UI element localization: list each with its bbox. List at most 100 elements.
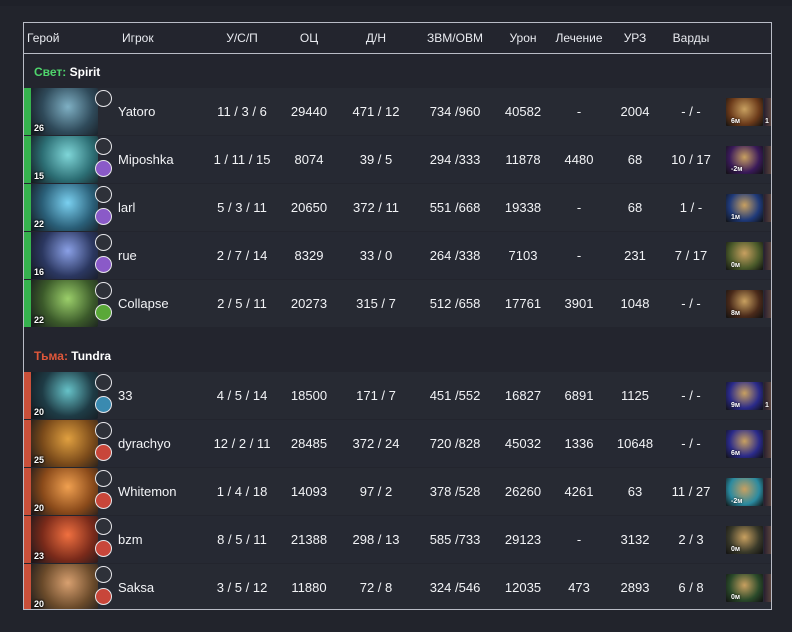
cell-gpm-xpm: 720 /828 xyxy=(429,436,481,451)
item-icon[interactable]: 6м xyxy=(726,98,763,126)
item-icon[interactable] xyxy=(764,430,771,458)
team-name[interactable]: Spirit xyxy=(69,65,101,79)
item-icon[interactable]: 9м xyxy=(726,382,763,410)
team-name[interactable]: Tundra xyxy=(71,349,112,363)
team-color-strip xyxy=(24,420,31,467)
player-name[interactable]: Whitemon xyxy=(118,484,177,499)
table-row[interactable]: 23 bzm 8 / 5 / 11 21388 298 / 13 585 /733 2912… xyxy=(24,516,771,563)
talent-icon[interactable] xyxy=(95,422,112,439)
table-row[interactable]: 16 rue 2 / 7 / 14 8329 33 / 0 264 /338 7103 - 23… xyxy=(24,232,771,279)
item-icon[interactable] xyxy=(764,478,771,506)
item-icon[interactable] xyxy=(764,194,771,222)
item-icon[interactable]: 8м xyxy=(726,290,763,318)
table-row[interactable]: 20 Whitemon 1 / 4 / 18 14093 97 / 2 378 /528 2… xyxy=(24,468,771,515)
item-icon[interactable]: 0м xyxy=(726,526,763,554)
facet-icon[interactable] xyxy=(95,492,112,509)
table-row[interactable]: 20 Saksa 3 / 5 / 12 11880 72 / 8 324 /546 1203… xyxy=(24,564,771,609)
col-score[interactable]: ОЦ xyxy=(299,31,319,45)
facet-icon[interactable] xyxy=(95,444,112,461)
hero-portrait[interactable]: 22 xyxy=(31,280,98,327)
facet-icon[interactable] xyxy=(95,588,112,605)
hero-portrait[interactable]: 23 xyxy=(31,516,98,563)
item-icon[interactable] xyxy=(764,526,771,554)
facet-icon[interactable] xyxy=(95,540,112,557)
item-icon[interactable]: 1 xyxy=(764,98,771,126)
facet-icon[interactable] xyxy=(95,396,112,413)
table-row[interactable]: 22 larl 5 / 3 / 11 20650 372 / 11 551 /668 193… xyxy=(24,184,771,231)
item-timer: 0м xyxy=(731,546,741,553)
hero-portrait[interactable]: 15 xyxy=(31,136,98,183)
col-gpm-xpm[interactable]: ЗВМ/ОВМ xyxy=(427,31,483,45)
player-name[interactable]: bzm xyxy=(118,532,143,547)
facet-icon[interactable] xyxy=(95,304,112,321)
player-name[interactable]: larl xyxy=(118,200,136,215)
talent-icon[interactable] xyxy=(95,566,112,583)
cell-wards: 6 / 8 xyxy=(678,580,704,595)
cell-gpm-xpm: 734 /960 xyxy=(429,104,481,119)
item-icon[interactable]: 1 xyxy=(764,382,771,410)
col-player[interactable]: Игрок xyxy=(122,31,154,45)
item-icon[interactable] xyxy=(764,290,771,318)
item-timer: 1 xyxy=(765,402,769,409)
cell-damage: 12035 xyxy=(504,580,542,595)
item-icon[interactable]: 0м xyxy=(726,574,763,602)
team-side-label: Тьма: xyxy=(34,349,68,363)
talent-icon[interactable] xyxy=(95,518,112,535)
cell-wards: - / - xyxy=(681,388,701,403)
hero-portrait[interactable]: 20 xyxy=(31,372,98,419)
item-timer: 0м xyxy=(731,594,741,601)
player-name[interactable]: Saksa xyxy=(118,580,155,595)
player-name[interactable]: dyrachyo xyxy=(118,436,171,451)
item-icon[interactable]: -2м xyxy=(726,478,763,506)
col-tower-damage[interactable]: УРЗ xyxy=(623,31,647,45)
cell-healing: - xyxy=(576,532,582,547)
item-icon[interactable]: -2м xyxy=(726,146,763,174)
hero-portrait[interactable]: 22 xyxy=(31,184,98,231)
col-kda[interactable]: У/С/П xyxy=(226,31,258,45)
table-row[interactable]: 25 dyrachyo 12 / 2 / 11 28485 372 / 24 720 /8… xyxy=(24,420,771,467)
col-wards[interactable]: Варды xyxy=(672,31,710,45)
cell-score: 28485 xyxy=(290,436,328,451)
hero-portrait[interactable]: 16 xyxy=(31,232,98,279)
table-row[interactable]: 22 Collapse 2 / 5 / 11 20273 315 / 7 512 /658… xyxy=(24,280,771,327)
item-icon[interactable] xyxy=(764,574,771,602)
cell-wards: - / - xyxy=(681,104,701,119)
talent-icon[interactable] xyxy=(95,234,112,251)
hero-portrait[interactable]: 26 xyxy=(31,88,98,135)
player-name[interactable]: 33 xyxy=(118,388,133,403)
talent-icon[interactable] xyxy=(95,138,112,155)
item-icon[interactable]: 6м xyxy=(726,430,763,458)
cell-healing: 3901 xyxy=(564,296,594,311)
hero-portrait[interactable]: 20 xyxy=(31,468,98,515)
hero-portrait[interactable]: 25 xyxy=(31,420,98,467)
player-name[interactable]: rue xyxy=(118,248,137,263)
talent-icon[interactable] xyxy=(95,374,112,391)
talent-icon[interactable] xyxy=(95,470,112,487)
item-icon[interactable] xyxy=(764,146,771,174)
item-icon[interactable]: 1м xyxy=(726,194,763,222)
col-damage[interactable]: Урон xyxy=(509,31,537,45)
facet-icon[interactable] xyxy=(95,208,112,225)
facet-icon[interactable] xyxy=(95,256,112,273)
talent-icon[interactable] xyxy=(95,186,112,203)
cell-damage: 17761 xyxy=(504,296,542,311)
player-name[interactable]: Miposhka xyxy=(118,152,174,167)
item-icon[interactable]: 0м xyxy=(726,242,763,270)
talent-icon[interactable] xyxy=(95,90,112,107)
facet-icon[interactable] xyxy=(95,160,112,177)
talent-icon[interactable] xyxy=(95,282,112,299)
cell-kda: 5 / 3 / 11 xyxy=(217,200,267,215)
table-row[interactable]: 20 33 4 / 5 / 14 18500 171 / 7 451 /552 16827 6… xyxy=(24,372,771,419)
team-color-strip xyxy=(24,280,31,327)
hero-portrait[interactable]: 20 xyxy=(31,564,98,609)
col-lh-dn[interactable]: Д/Н xyxy=(365,31,387,45)
team-color-strip xyxy=(24,232,31,279)
col-hero[interactable]: Герой xyxy=(27,31,60,45)
player-name[interactable]: Yatoro xyxy=(118,104,156,119)
table-row[interactable]: 26 Yatoro 11 / 3 / 6 29440 471 / 12 734 /960 4… xyxy=(24,88,771,135)
cell-lh-dn: 72 / 8 xyxy=(359,580,393,595)
item-icon[interactable] xyxy=(764,242,771,270)
col-healing[interactable]: Лечение xyxy=(555,31,603,45)
table-row[interactable]: 15 Miposhka 1 / 11 / 15 8074 39 / 5 294 /333 1… xyxy=(24,136,771,183)
player-name[interactable]: Collapse xyxy=(118,296,169,311)
